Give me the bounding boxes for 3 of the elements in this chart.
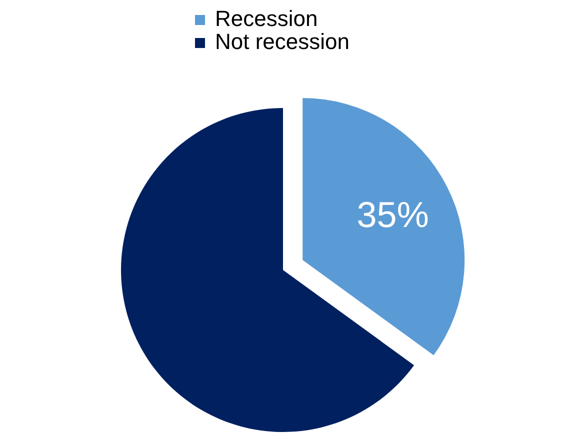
legend-label: Recession	[215, 6, 318, 31]
data-label: 35%	[356, 194, 429, 236]
legend-label: Not recession	[215, 28, 350, 54]
